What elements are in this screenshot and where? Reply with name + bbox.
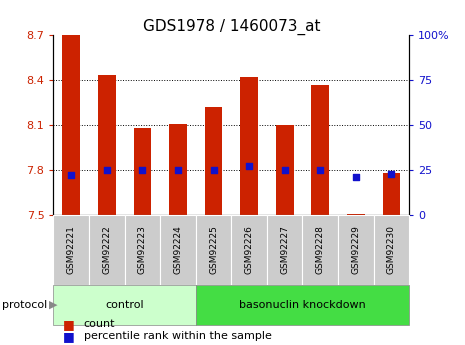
Text: control: control xyxy=(105,300,144,310)
Bar xyxy=(205,107,222,215)
Bar xyxy=(347,214,365,215)
Point xyxy=(317,167,324,173)
Text: GSM92224: GSM92224 xyxy=(173,226,182,274)
Text: ▶: ▶ xyxy=(49,300,57,310)
Text: GSM92229: GSM92229 xyxy=(352,226,360,274)
Text: basonuclin knockdown: basonuclin knockdown xyxy=(239,300,366,310)
Point xyxy=(174,167,182,173)
Point xyxy=(210,167,217,173)
Bar xyxy=(303,215,338,285)
Text: GSM92230: GSM92230 xyxy=(387,226,396,275)
Bar xyxy=(62,35,80,215)
Bar xyxy=(240,77,258,215)
Text: count: count xyxy=(84,319,115,329)
Bar xyxy=(196,215,232,285)
Text: protocol: protocol xyxy=(2,300,47,310)
Text: ■: ■ xyxy=(63,318,74,331)
Bar xyxy=(125,215,160,285)
Bar xyxy=(53,285,196,325)
Bar xyxy=(160,215,196,285)
Bar xyxy=(98,76,116,215)
Bar xyxy=(232,215,267,285)
Point xyxy=(352,175,359,180)
Text: ■: ■ xyxy=(63,330,74,343)
Bar xyxy=(196,285,409,325)
Bar xyxy=(383,173,400,215)
Bar xyxy=(267,215,303,285)
Point xyxy=(67,172,75,178)
Bar xyxy=(338,215,374,285)
Title: GDS1978 / 1460073_at: GDS1978 / 1460073_at xyxy=(143,19,320,35)
Text: percentile rank within the sample: percentile rank within the sample xyxy=(84,332,272,341)
Point xyxy=(139,167,146,173)
Bar xyxy=(133,128,151,215)
Point xyxy=(103,167,111,173)
Text: GSM92223: GSM92223 xyxy=(138,226,147,274)
Bar xyxy=(276,125,293,215)
Text: GSM92228: GSM92228 xyxy=(316,226,325,274)
Text: GSM92222: GSM92222 xyxy=(102,226,111,274)
Bar xyxy=(312,85,329,215)
Text: GSM92221: GSM92221 xyxy=(67,226,76,274)
Point xyxy=(281,167,288,173)
Text: GSM92227: GSM92227 xyxy=(280,226,289,274)
Bar xyxy=(89,215,125,285)
Point xyxy=(388,171,395,176)
Bar xyxy=(169,124,187,215)
Point xyxy=(246,164,253,169)
Text: GSM92225: GSM92225 xyxy=(209,226,218,274)
Bar xyxy=(53,215,89,285)
Text: GSM92226: GSM92226 xyxy=(245,226,253,274)
Bar xyxy=(374,215,409,285)
